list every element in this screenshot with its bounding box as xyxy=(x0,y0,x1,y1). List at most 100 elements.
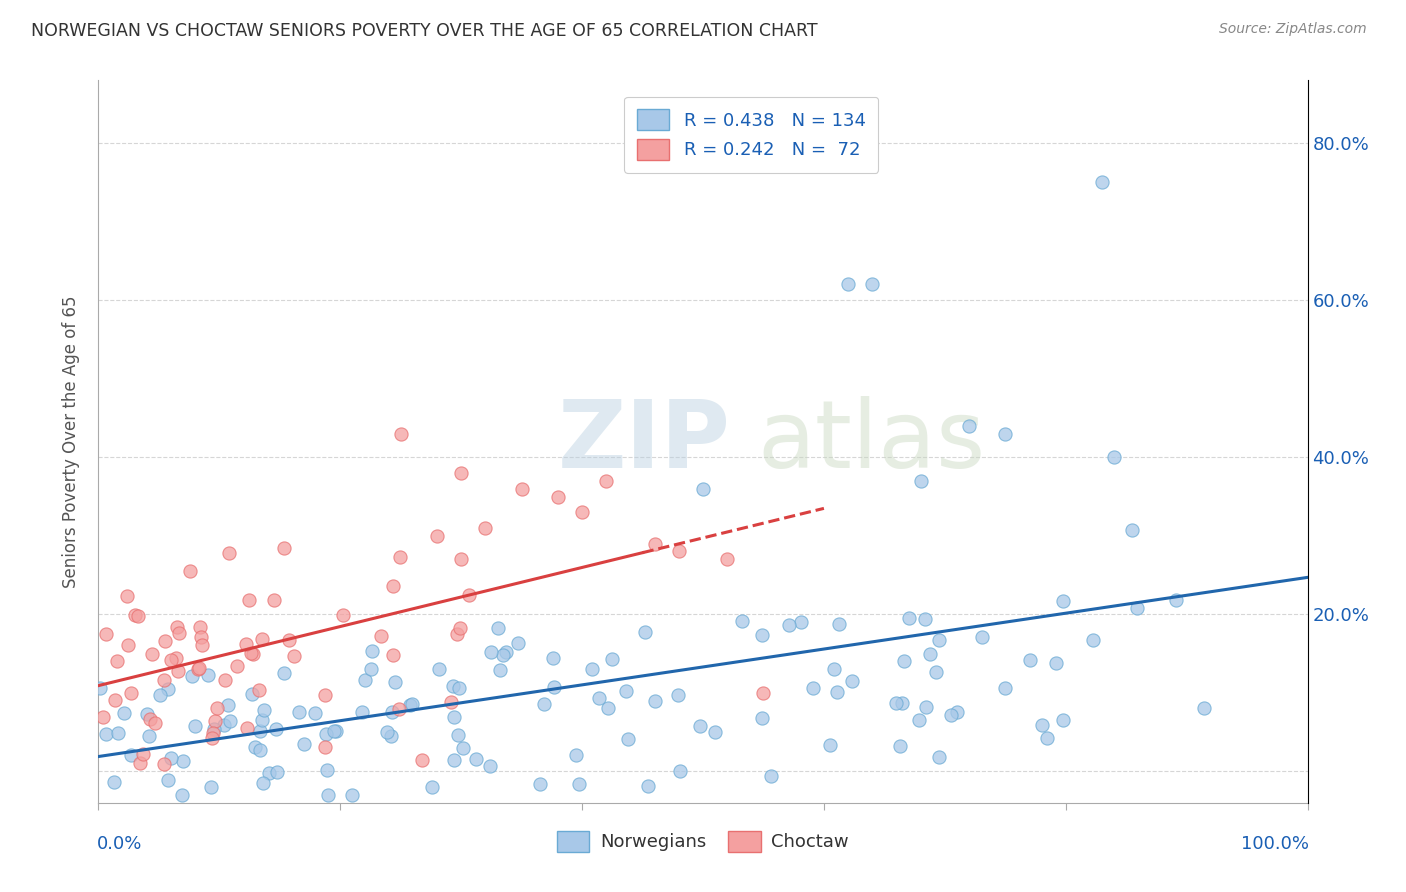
Point xyxy=(1081,632,1104,647)
Point xyxy=(277,632,299,647)
Point xyxy=(543,680,565,694)
Point xyxy=(860,277,883,292)
Point xyxy=(314,688,336,702)
Point xyxy=(427,662,450,676)
Point xyxy=(479,759,502,773)
Point xyxy=(266,764,288,779)
Point xyxy=(447,728,470,742)
Point xyxy=(689,719,711,733)
Point xyxy=(790,615,813,629)
Point xyxy=(751,628,773,642)
Point xyxy=(219,714,242,728)
Point xyxy=(263,593,285,607)
Point xyxy=(304,706,326,721)
Text: Source: ZipAtlas.com: Source: ZipAtlas.com xyxy=(1219,22,1367,37)
Point xyxy=(825,685,848,699)
Point xyxy=(381,648,404,663)
Point xyxy=(399,698,422,713)
Point xyxy=(117,638,139,652)
Point xyxy=(218,546,240,560)
Point xyxy=(273,541,295,556)
Point xyxy=(377,724,399,739)
Point xyxy=(458,589,481,603)
Point xyxy=(510,482,533,496)
Point xyxy=(153,634,176,648)
Point xyxy=(179,565,201,579)
Point xyxy=(388,549,411,564)
Point xyxy=(159,751,181,765)
Point xyxy=(242,648,264,662)
Point xyxy=(381,705,404,719)
Text: ZIP: ZIP xyxy=(558,395,731,488)
Point xyxy=(184,718,207,732)
Point xyxy=(360,662,382,676)
Point xyxy=(489,664,512,678)
Point xyxy=(243,740,266,755)
Point xyxy=(204,714,226,728)
Point xyxy=(1091,175,1114,189)
Point xyxy=(479,645,502,659)
Point xyxy=(924,665,946,679)
Point xyxy=(127,609,149,624)
Point xyxy=(401,697,423,711)
Point xyxy=(1031,718,1053,732)
Point xyxy=(332,607,354,622)
Point xyxy=(250,713,273,727)
Legend: Norwegians, Choctaw: Norwegians, Choctaw xyxy=(550,823,856,859)
Point xyxy=(107,726,129,740)
Point xyxy=(152,673,174,687)
Point xyxy=(1194,701,1216,715)
Point xyxy=(1126,601,1149,615)
Point xyxy=(704,725,727,739)
Point xyxy=(668,688,690,702)
Point xyxy=(202,722,225,736)
Point xyxy=(908,713,931,727)
Point xyxy=(1019,653,1042,667)
Point xyxy=(240,687,263,701)
Point xyxy=(252,776,274,790)
Point xyxy=(1102,450,1125,465)
Point xyxy=(188,620,211,634)
Point xyxy=(751,711,773,725)
Point xyxy=(253,702,276,716)
Point xyxy=(129,756,152,771)
Point xyxy=(692,482,714,496)
Point xyxy=(249,723,271,738)
Point xyxy=(190,638,212,652)
Point xyxy=(91,710,114,724)
Point xyxy=(1052,713,1074,727)
Point xyxy=(141,648,163,662)
Point xyxy=(200,780,222,794)
Point xyxy=(1121,524,1143,538)
Point xyxy=(94,727,117,741)
Point xyxy=(180,669,202,683)
Point xyxy=(160,652,183,666)
Point xyxy=(120,686,142,700)
Point xyxy=(165,651,187,665)
Point xyxy=(598,701,620,715)
Point xyxy=(103,775,125,789)
Point xyxy=(541,651,564,665)
Point xyxy=(669,764,692,778)
Point xyxy=(994,426,1017,441)
Point xyxy=(138,729,160,743)
Point xyxy=(994,681,1017,695)
Point xyxy=(450,551,472,566)
Point xyxy=(898,611,921,625)
Point xyxy=(486,621,509,635)
Point xyxy=(450,466,472,480)
Point xyxy=(382,579,405,593)
Point xyxy=(529,777,551,791)
Point xyxy=(533,697,555,711)
Point xyxy=(439,695,461,709)
Point xyxy=(226,659,249,673)
Point xyxy=(914,612,936,626)
Point xyxy=(778,618,800,632)
Point xyxy=(167,625,190,640)
Point xyxy=(422,780,444,794)
Point xyxy=(172,755,194,769)
Point xyxy=(893,654,915,668)
Point xyxy=(236,721,259,735)
Point xyxy=(89,681,111,695)
Text: atlas: atlas xyxy=(758,395,986,488)
